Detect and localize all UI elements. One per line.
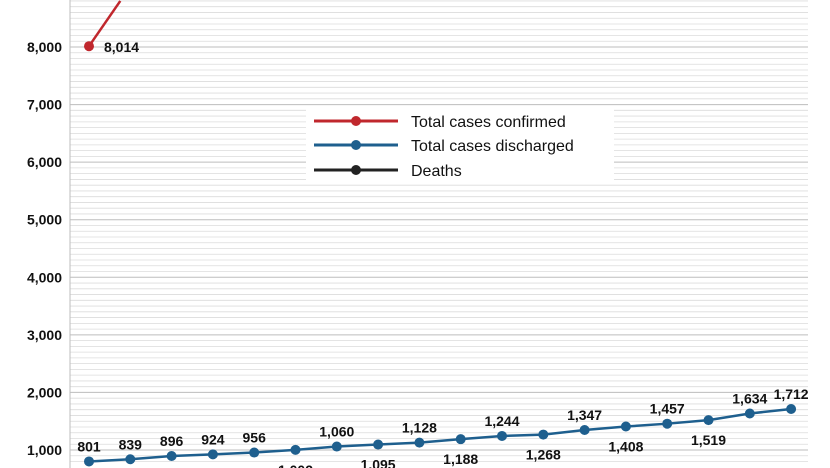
chart-legend: Total cases confirmed Total cases discha… [306, 106, 614, 182]
data-point-confirmed [84, 41, 94, 52]
data-label-discharged: 1,244 [484, 413, 519, 429]
y-tick-label: 3,000 [27, 327, 62, 343]
series-line-discharged [88, 407, 792, 463]
legend-item-deaths: Deaths [314, 163, 462, 180]
data-point-discharged [207, 449, 218, 460]
data-label-discharged: 801 [77, 438, 101, 454]
legend-marker-confirmed [351, 116, 361, 126]
data-label-discharged: 1,408 [608, 439, 643, 455]
legend-item-confirmed: Total cases confirmed [314, 114, 566, 131]
legend-marker-deaths [351, 165, 361, 175]
data-label-discharged: 839 [119, 436, 143, 452]
data-label-discharged: 1,095 [361, 457, 396, 468]
data-label-discharged: 1,457 [650, 401, 685, 417]
legend-marker-discharged [351, 140, 361, 150]
y-axis: 1,000 2,000 3,000 4,000 5,000 6,000 7,000 8,000 [27, 39, 62, 458]
data-label-discharged: 1,347 [567, 407, 602, 423]
data-label-discharged: 1,002 [278, 462, 313, 468]
data-point-discharged [703, 415, 714, 426]
data-point-discharged [331, 441, 342, 452]
y-tick-label: 5,000 [27, 212, 62, 228]
data-label-discharged: 1,519 [691, 432, 726, 448]
data-labels-layer: 8,014 801 839 896 924 956 1,002 1,060 1,095 1,128… [77, 39, 809, 468]
data-label-confirmed: 8,014 [104, 39, 139, 55]
data-point-discharged [84, 456, 94, 467]
data-label-discharged: 1,188 [443, 451, 478, 467]
data-label-discharged: 1,060 [319, 424, 354, 440]
legend-item-discharged: Total cases discharged [314, 138, 574, 155]
data-label-discharged: 924 [201, 431, 225, 447]
y-tick-label: 2,000 [27, 384, 62, 400]
y-tick-label: 4,000 [27, 269, 62, 285]
data-label-discharged: 1,128 [402, 420, 437, 436]
y-tick-label: 1,000 [27, 442, 62, 458]
data-point-discharged [538, 429, 549, 440]
data-point-discharged [455, 434, 466, 445]
data-point-discharged [290, 444, 301, 455]
data-point-discharged [414, 437, 425, 448]
data-label-discharged: 1,712 [774, 386, 809, 402]
data-point-discharged [373, 439, 384, 450]
data-point-discharged [166, 450, 177, 461]
chart-grid [69, 0, 808, 468]
data-point-discharged [662, 418, 673, 429]
y-tick-label: 6,000 [27, 154, 62, 170]
y-tick-label: 7,000 [27, 97, 62, 113]
data-point-discharged [497, 430, 507, 441]
data-point-discharged [744, 408, 755, 419]
data-point-discharged [620, 421, 631, 432]
series-line-confirmed [87, 0, 122, 47]
data-point-discharged [249, 447, 260, 458]
data-label-discharged: 896 [160, 433, 184, 449]
legend-label-discharged: Total cases discharged [411, 138, 574, 155]
data-label-discharged: 1,268 [526, 447, 561, 463]
legend-label-deaths: Deaths [411, 163, 462, 180]
data-point-discharged [786, 404, 797, 415]
data-point-discharged [579, 425, 590, 436]
legend-label-confirmed: Total cases confirmed [411, 114, 566, 131]
data-point-discharged [125, 454, 136, 465]
series-layer [84, 0, 797, 467]
data-label-discharged: 1,634 [732, 390, 767, 406]
data-label-discharged: 956 [243, 430, 267, 446]
y-tick-label: 8,000 [27, 39, 62, 55]
